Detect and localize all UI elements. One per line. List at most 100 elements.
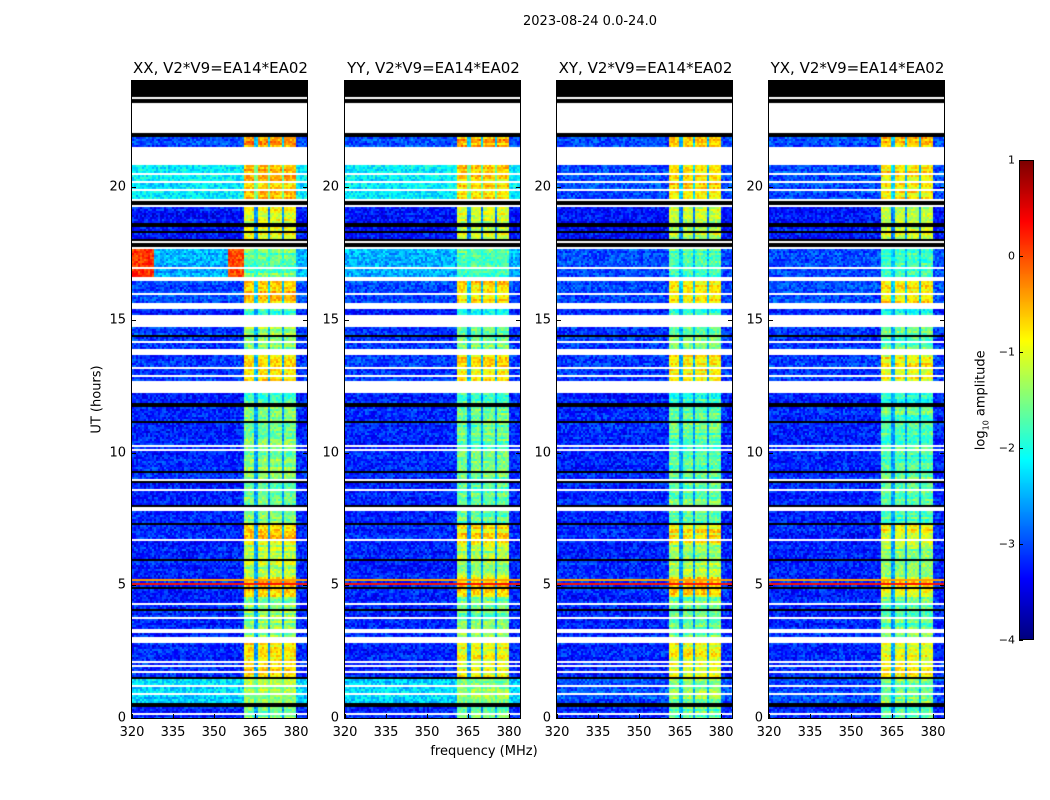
x-tick-mark <box>214 714 216 718</box>
colorbar-tick-mark <box>1019 640 1023 641</box>
y-tick-mark <box>516 585 520 587</box>
y-tick-label: 0 <box>117 710 126 726</box>
x-tick-mark <box>557 81 558 85</box>
y-tick-mark <box>940 585 944 587</box>
x-tick-mark <box>933 81 935 85</box>
colorbar-tick-mark <box>1019 544 1023 545</box>
y-tick-mark <box>769 585 773 587</box>
y-tick-mark <box>303 585 307 587</box>
y-tick-mark <box>940 187 944 189</box>
x-tick-label: 365 <box>879 725 905 740</box>
x-tick-label: 320 <box>332 725 358 740</box>
x-tick-mark <box>810 714 812 718</box>
x-tick-label: 335 <box>585 725 611 740</box>
colorbar-label-rest: amplitude <box>973 350 989 421</box>
heatmap-image <box>345 81 520 718</box>
x-tick-label: 335 <box>797 725 823 740</box>
y-tick-mark <box>557 319 561 321</box>
x-tick-mark <box>427 714 429 718</box>
x-tick-mark <box>255 81 257 85</box>
x-tick-mark <box>255 714 257 718</box>
x-tick-label: 380 <box>496 725 522 740</box>
x-tick-mark <box>557 714 558 718</box>
y-tick-mark <box>516 718 520 719</box>
x-tick-label: 335 <box>160 725 186 740</box>
y-tick-label: 5 <box>754 577 763 593</box>
heatmap-image <box>557 81 732 718</box>
colorbar-tick-mark <box>1019 352 1023 353</box>
colorbar-tick-mark <box>1019 160 1023 161</box>
x-tick-label: 365 <box>667 725 693 740</box>
x-tick-mark <box>132 714 133 718</box>
x-tick-mark <box>468 81 470 85</box>
y-tick-mark <box>769 319 773 321</box>
y-tick-mark <box>769 452 773 454</box>
y-tick-mark <box>557 452 561 454</box>
x-tick-mark <box>639 81 641 85</box>
panel-title: XX, V2*V9=EA14*EA02 <box>133 59 308 77</box>
y-tick-mark <box>132 718 136 719</box>
x-tick-label: 365 <box>455 725 481 740</box>
y-tick-label: 10 <box>322 445 339 461</box>
y-tick-mark <box>345 452 349 454</box>
y-tick-label: 20 <box>534 179 551 195</box>
x-tick-mark <box>810 81 812 85</box>
y-tick-mark <box>728 319 732 321</box>
x-tick-mark <box>173 714 175 718</box>
x-tick-mark <box>427 81 429 85</box>
x-tick-mark <box>933 714 935 718</box>
y-tick-mark <box>345 585 349 587</box>
x-tick-mark <box>296 714 298 718</box>
y-tick-mark <box>940 718 944 719</box>
x-tick-label: 320 <box>119 725 145 740</box>
x-tick-mark <box>851 714 853 718</box>
x-tick-label: 335 <box>373 725 399 740</box>
x-tick-label: 350 <box>838 725 864 740</box>
x-tick-mark <box>851 81 853 85</box>
y-tick-mark <box>557 187 561 189</box>
x-tick-mark <box>721 81 723 85</box>
x-tick-mark <box>386 714 388 718</box>
x-tick-mark <box>721 714 723 718</box>
y-tick-mark <box>345 718 349 719</box>
x-tick-mark <box>345 81 346 85</box>
colorbar-tick-label: −4 <box>998 633 1015 647</box>
y-tick-mark <box>728 718 732 719</box>
colorbar-tick-label: −2 <box>998 441 1015 455</box>
y-tick-label: 20 <box>322 179 339 195</box>
y-tick-mark <box>557 718 561 719</box>
heatmap-image <box>132 81 307 718</box>
colorbar-tick-label: −1 <box>998 345 1015 359</box>
y-tick-label: 5 <box>117 577 126 593</box>
y-tick-mark <box>303 718 307 719</box>
waterfall-panel-0: XX, V2*V9=EA14*EA02 320 335 350 365 380 0 5 10 15… <box>109 59 308 740</box>
panel-title: YX, V2*V9=EA14*EA02 <box>770 59 945 77</box>
y-tick-label: 0 <box>330 710 339 726</box>
y-tick-mark <box>728 187 732 189</box>
x-tick-mark <box>173 81 175 85</box>
y-tick-label: 20 <box>109 179 126 195</box>
panel-title: YY, V2*V9=EA14*EA02 <box>347 59 520 77</box>
x-tick-mark <box>892 714 894 718</box>
y-tick-mark <box>303 187 307 189</box>
y-tick-label: 5 <box>330 577 339 593</box>
colorbar-label-sub: 10 <box>981 420 991 431</box>
x-tick-label: 380 <box>283 725 309 740</box>
y-tick-mark <box>769 187 773 189</box>
x-tick-mark <box>680 81 682 85</box>
y-tick-label: 15 <box>534 312 551 328</box>
y-tick-mark <box>516 319 520 321</box>
y-tick-mark <box>345 187 349 189</box>
panel-title: XY, V2*V9=EA14*EA02 <box>558 59 733 77</box>
y-tick-mark <box>940 319 944 321</box>
x-tick-mark <box>386 81 388 85</box>
x-tick-label: 320 <box>756 725 782 740</box>
colorbar-label-log: log <box>973 430 989 451</box>
y-tick-label: 0 <box>542 710 551 726</box>
x-tick-label: 350 <box>626 725 652 740</box>
y-tick-mark <box>132 319 136 321</box>
x-tick-mark <box>132 81 133 85</box>
colorbar-tick-mark <box>1019 256 1023 257</box>
waterfall-panel-1: YY, V2*V9=EA14*EA02 320 335 350 365 380 0 5 10 15… <box>322 59 521 740</box>
y-tick-label: 10 <box>534 445 551 461</box>
